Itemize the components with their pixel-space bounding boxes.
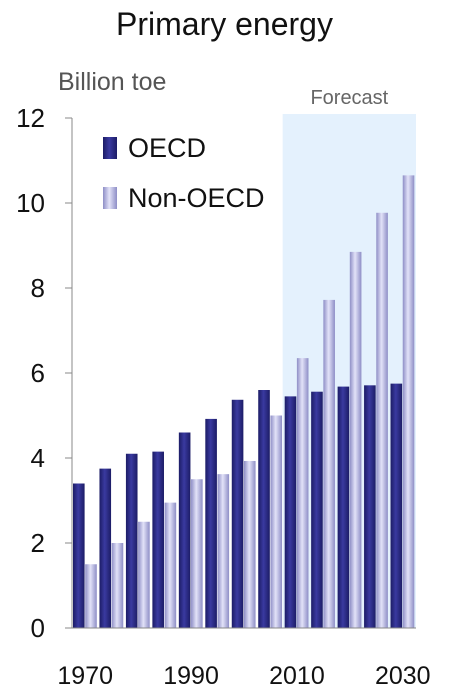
bar-oecd-2020 — [337, 386, 350, 628]
y-tick-label-2: 2 — [31, 528, 45, 558]
bar-oecd-2030 — [390, 383, 403, 628]
bar-oecd-1990 — [178, 432, 191, 628]
y-tick-label-8: 8 — [31, 273, 45, 303]
bar-oecd-1975 — [99, 468, 112, 628]
bar-non-oecd-2020 — [349, 251, 362, 628]
bar-non-oecd-1970 — [85, 564, 97, 628]
bar-non-oecd-2005 — [270, 415, 283, 628]
x-tick-label-1970: 1970 — [57, 662, 113, 690]
bar-oecd-2005 — [258, 390, 270, 628]
bar-oecd-1970 — [73, 483, 85, 628]
legend-swatch-bar-oecd — [103, 137, 117, 159]
chart-title: Primary energy — [116, 6, 333, 42]
bar-oecd-2010 — [284, 396, 297, 628]
y-tick-label-12: 12 — [16, 103, 45, 133]
y-tick-label-0: 0 — [31, 613, 45, 643]
bar-oecd-1985 — [152, 451, 164, 628]
legend-swatch-bar-non-oecd — [103, 187, 117, 209]
bar-non-oecd-1975 — [111, 543, 124, 628]
forecast-label: Forecast — [310, 87, 388, 109]
bar-oecd-1995 — [205, 418, 217, 628]
bar-oecd-2000 — [231, 399, 244, 628]
x-tick-label-1990: 1990 — [163, 662, 219, 690]
bar-oecd-2015 — [311, 391, 323, 628]
bar-non-oecd-1985 — [164, 502, 177, 628]
bar-oecd-1980 — [125, 453, 138, 628]
legend-label-bar-non-oecd: Non-OECD — [128, 183, 265, 213]
x-tick-label-2010: 2010 — [269, 662, 325, 690]
bar-non-oecd-1990 — [191, 479, 203, 628]
bar-non-oecd-2015 — [323, 299, 335, 628]
x-tick-label-2030: 2030 — [375, 662, 431, 690]
bar-non-oecd-2010 — [296, 358, 309, 628]
bar-non-oecd-1980 — [138, 521, 150, 628]
y-tick-label-4: 4 — [31, 443, 45, 473]
bar-non-oecd-2000 — [243, 460, 256, 628]
bar-non-oecd-1995 — [217, 474, 230, 628]
legend-label-bar-oecd: OECD — [128, 133, 206, 163]
bar-oecd-2025 — [364, 385, 376, 628]
y-tick-label-10: 10 — [16, 188, 45, 218]
bar-non-oecd-2025 — [376, 212, 388, 628]
y-axis-label: Billion toe — [58, 68, 167, 96]
y-tick-label-6: 6 — [31, 358, 45, 388]
bar-non-oecd-2030 — [402, 175, 415, 628]
